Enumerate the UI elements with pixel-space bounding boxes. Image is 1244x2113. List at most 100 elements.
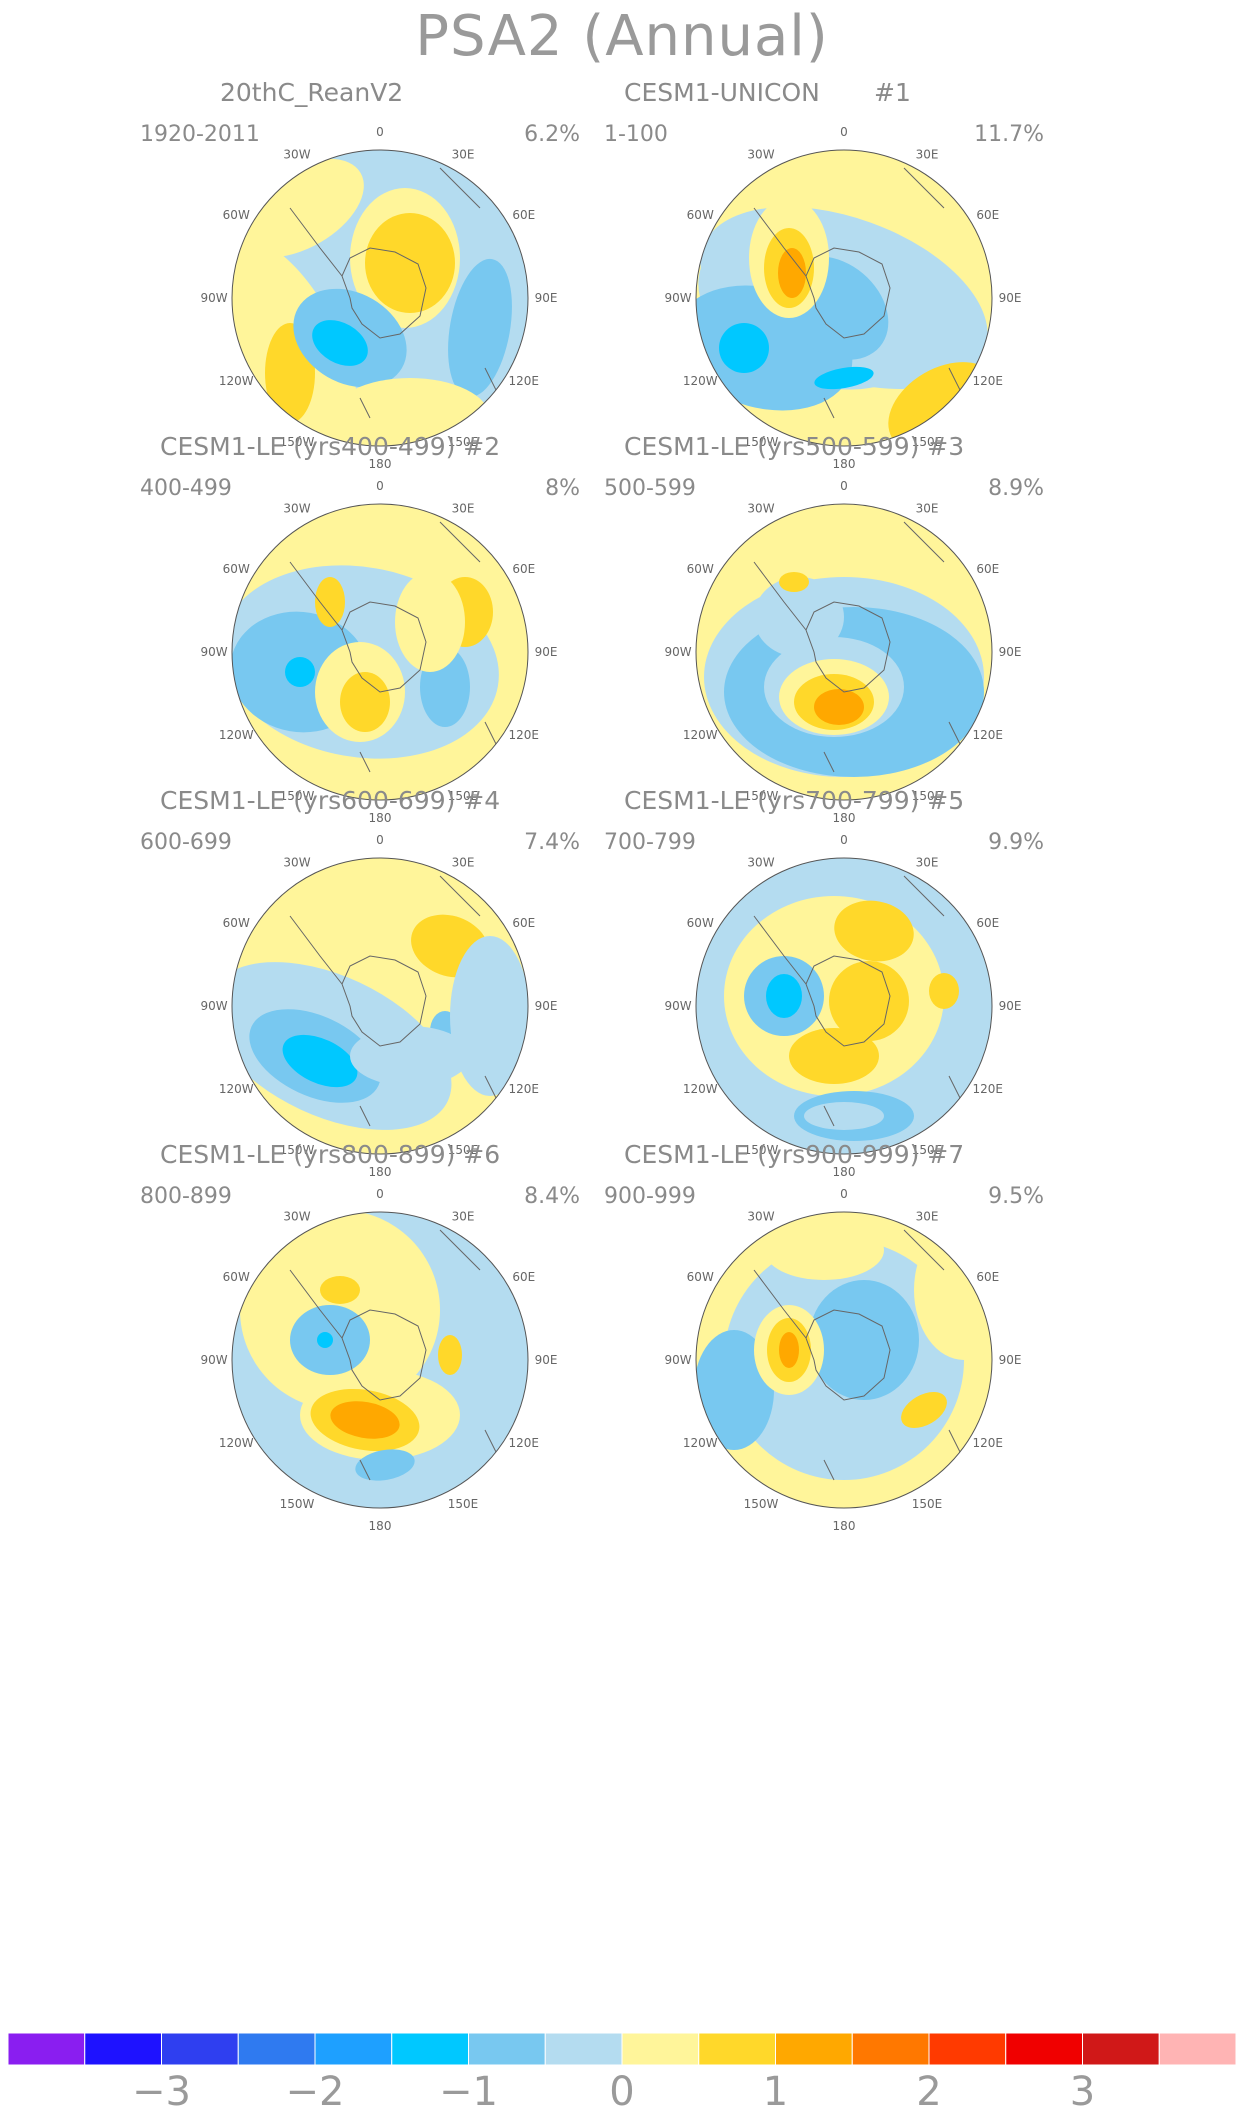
panel-percent: 9.5% xyxy=(988,1184,1044,1209)
longitude-label: 30E xyxy=(452,501,475,515)
anomaly-contour xyxy=(766,974,802,1018)
colorbar-swatch xyxy=(621,2033,700,2066)
longitude-label: 180 xyxy=(833,811,856,825)
longitude-label: 180 xyxy=(369,1165,392,1179)
longitude-label: 90W xyxy=(200,1353,227,1367)
longitude-label: 0 xyxy=(840,479,848,493)
longitude-label: 30W xyxy=(747,855,774,869)
panel-percent: 8% xyxy=(545,476,580,501)
map-panel: CESM1-LE (yrs500-599) #3 500-599 8.9% 0 30E 6… xyxy=(604,432,1084,902)
panel-title: CESM1-LE (yrs500-599) #3 xyxy=(624,432,965,461)
panel-percent: 7.4% xyxy=(524,830,580,855)
longitude-label: 90W xyxy=(664,1353,691,1367)
longitude-label: 150E xyxy=(912,435,943,449)
longitude-label: 150E xyxy=(448,789,479,803)
longitude-label: 120W xyxy=(683,1436,718,1450)
longitude-label: 90E xyxy=(999,645,1022,659)
anomaly-contour xyxy=(315,577,345,627)
polar-map: 0 30E 60E 90E 120E 150E 180 150W 120W 90W 60W 30W xyxy=(200,833,558,1179)
longitude-label: 150W xyxy=(280,435,315,449)
longitude-label: 90E xyxy=(999,291,1022,305)
panel-title: CESM1-LE (yrs900-999) #7 xyxy=(624,1140,965,1169)
longitude-label: 120E xyxy=(973,1436,1004,1450)
longitude-label: 90W xyxy=(664,291,691,305)
colorbar-swatch xyxy=(775,2033,853,2066)
anomaly-contour xyxy=(340,672,390,732)
longitude-label: 180 xyxy=(369,1519,392,1533)
map-border xyxy=(231,857,529,1155)
longitude-label: 0 xyxy=(376,1187,384,1201)
longitude-label: 0 xyxy=(376,479,384,493)
polar-map: 0 30E 60E 90E 120E 150E 180 150W 120W 90W 60W 30W xyxy=(664,125,1022,471)
longitude-label: 120W xyxy=(219,728,254,742)
anomaly-contour xyxy=(834,900,914,962)
longitude-label: 30W xyxy=(283,855,310,869)
longitude-label: 60E xyxy=(512,208,535,222)
panel-years: 700-799 xyxy=(604,830,696,855)
longitude-label: 60W xyxy=(687,916,714,930)
longitude-label: 150E xyxy=(912,789,943,803)
panel-years: 600-699 xyxy=(140,830,232,855)
anomaly-contour xyxy=(330,1401,400,1439)
longitude-label: 120W xyxy=(219,1082,254,1096)
longitude-label: 60W xyxy=(223,1270,250,1284)
longitude-label: 30W xyxy=(283,501,310,515)
longitude-label: 90E xyxy=(535,1353,558,1367)
longitude-label: 90E xyxy=(535,999,558,1013)
longitude-label: 60W xyxy=(223,916,250,930)
longitude-label: 90W xyxy=(200,291,227,305)
longitude-label: 0 xyxy=(376,125,384,139)
coastline xyxy=(753,875,980,1127)
colorbar-swatch xyxy=(1005,2033,1083,2066)
anomaly-contour xyxy=(789,1028,879,1084)
map-border xyxy=(231,503,529,801)
longitude-label: 30W xyxy=(283,147,310,161)
longitude-label: 60W xyxy=(687,208,714,222)
colorbar-swatch xyxy=(1082,2033,1160,2066)
map-panel: CESM1-LE (yrs700-799) #5 700-799 9.9% 0 30E 6… xyxy=(604,786,1084,1256)
colorbar-swatch xyxy=(1158,2033,1236,2066)
polar-map: 0 30E 60E 90E 120E 150E 180 150W 120W 90W 60W 30W xyxy=(664,1187,1021,1533)
colorbar-tick-label: −3 xyxy=(132,2069,191,2111)
panel-years: 1920-2011 xyxy=(140,122,260,147)
longitude-label: 0 xyxy=(376,833,384,847)
polar-map: 0 30E 60E 90E 120E 150E 180 150W 120W 90W 60W 30W xyxy=(664,833,1021,1179)
anomaly-contour xyxy=(914,1220,992,1360)
longitude-label: 120E xyxy=(973,374,1004,388)
polar-map: 0 30E 60E 90E 120E 150E 180 150W 120W 90W 60W 30W xyxy=(200,125,557,471)
colorbar-swatch xyxy=(161,2033,239,2066)
longitude-label: 90W xyxy=(664,999,691,1013)
anomaly-contour xyxy=(778,248,806,298)
panel-title: CESM1-LE (yrs600-699) #4 xyxy=(160,786,501,815)
longitude-label: 60E xyxy=(512,916,535,930)
colorbar-swatch xyxy=(8,2033,86,2066)
longitude-label: 30E xyxy=(452,855,475,869)
panel-title: CESM1-LE (yrs400-499) #2 xyxy=(160,432,501,461)
anomaly-contour xyxy=(350,1026,470,1086)
longitude-label: 90W xyxy=(200,999,227,1013)
anomaly-contour xyxy=(395,572,465,672)
map-border xyxy=(695,149,993,447)
polar-map: 0 30E 60E 90E 120E 150E 180 150W 120W 90W 60W 30W xyxy=(200,1187,558,1533)
anomaly-contour xyxy=(282,1034,358,1088)
longitude-label: 150E xyxy=(448,1143,479,1157)
longitude-label: 150W xyxy=(280,789,315,803)
colorbar-tick-label: 3 xyxy=(1070,2069,1095,2111)
longitude-label: 150W xyxy=(280,1497,315,1511)
longitude-label: 30W xyxy=(747,501,774,515)
colorbar-swatch xyxy=(928,2033,1007,2066)
colorbar-tick-label: −2 xyxy=(286,2069,345,2111)
longitude-label: 120W xyxy=(683,1082,718,1096)
anomaly-contour xyxy=(929,973,959,1009)
map-panel: CESM1-LE (yrs900-999) #7 900-999 9.5% 0 30E 6… xyxy=(604,1140,1084,1610)
longitude-label: 150W xyxy=(744,789,779,803)
panel-years: 400-499 xyxy=(140,476,232,501)
longitude-label: 120E xyxy=(509,1436,540,1450)
longitude-label: 150E xyxy=(448,435,479,449)
colorbar-swatch xyxy=(237,2033,316,2066)
anomaly-contour xyxy=(779,1332,799,1368)
longitude-label: 90W xyxy=(200,645,227,659)
colorbar-tick-label: −1 xyxy=(439,2069,498,2111)
longitude-label: 60W xyxy=(223,208,250,222)
map-border xyxy=(695,857,993,1155)
